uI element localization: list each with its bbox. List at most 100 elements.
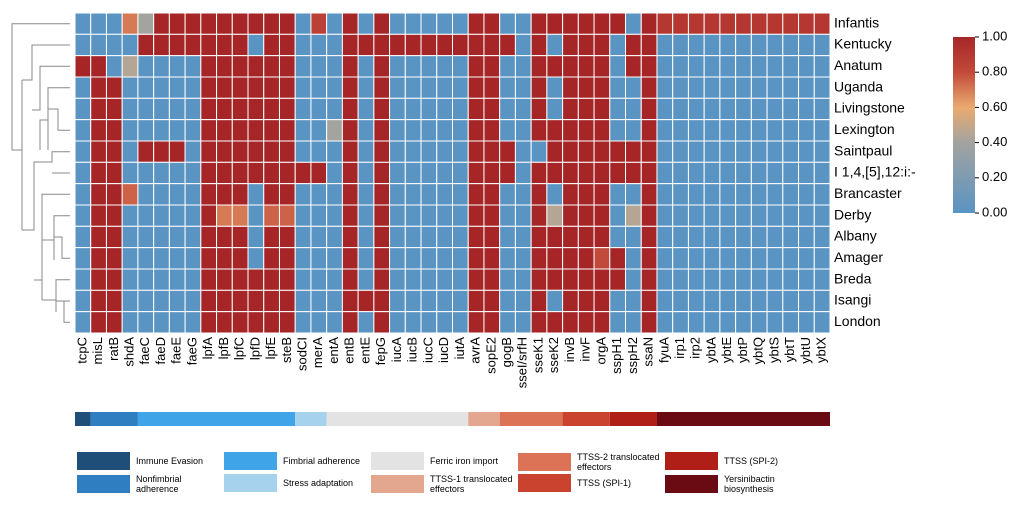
- heatmap-cell: [341, 204, 359, 227]
- heatmap-cell: [452, 33, 469, 57]
- heatmap-cell: [278, 33, 296, 57]
- column-label: faeD: [153, 337, 168, 364]
- heatmap-cell: [184, 33, 202, 57]
- heatmap-cell: [750, 161, 768, 185]
- heatmap-cell: [389, 247, 406, 270]
- row-label: Anatum: [834, 57, 882, 73]
- heatmap-cell: [546, 97, 564, 121]
- heatmap-cell: [672, 183, 689, 206]
- heatmap-cell: [404, 140, 422, 163]
- heatmap-cell: [168, 97, 186, 121]
- heatmap-cell: [216, 289, 233, 313]
- heatmap-cell: [703, 76, 721, 99]
- heatmap-cell: [640, 12, 658, 35]
- column-label: ybtT: [782, 337, 797, 362]
- heatmap-cell: [389, 183, 406, 206]
- group-bar: [326, 412, 469, 426]
- heatmap-cell: [813, 268, 831, 291]
- heatmap-cell: [640, 140, 658, 163]
- heatmap-cell: [703, 183, 721, 206]
- heatmap-cell: [577, 268, 595, 291]
- heatmap-cell: [404, 247, 422, 270]
- heatmap-cell: [121, 247, 139, 270]
- row-label: Infantis: [834, 14, 879, 30]
- heatmap-cell: [719, 204, 737, 227]
- heatmap-cell: [735, 119, 752, 142]
- heatmap-cell: [750, 268, 768, 291]
- heatmap-cell: [105, 225, 123, 249]
- column-label: entE: [357, 337, 372, 364]
- heatmap-cell: [530, 33, 548, 57]
- column-label: fyuA: [656, 337, 671, 363]
- heatmap-cell: [153, 119, 170, 142]
- heatmap-cell: [593, 268, 611, 291]
- heatmap-cell: [452, 247, 469, 270]
- heatmap-cell: [105, 55, 123, 78]
- heatmap-cell: [404, 97, 422, 121]
- heatmap-cell: [168, 119, 186, 142]
- heatmap-cell: [436, 76, 454, 99]
- heatmap-cell: [231, 204, 249, 227]
- heatmap-cell: [735, 140, 752, 163]
- heatmap-cell: [593, 247, 611, 270]
- heatmap-cell: [719, 225, 737, 249]
- heatmap-cell: [184, 119, 202, 142]
- heatmap-cell: [310, 12, 328, 35]
- heatmap-cell: [672, 247, 689, 270]
- heatmap-cell: [105, 289, 123, 313]
- heatmap-cell: [687, 140, 705, 163]
- heatmap-cell: [640, 225, 658, 249]
- heatmap-cell: [90, 311, 107, 334]
- heatmap-cell: [483, 33, 501, 57]
- heatmap-cell: [74, 55, 92, 78]
- heatmap-cell: [672, 289, 689, 313]
- column-label: iucC: [420, 337, 435, 363]
- heatmap-cell: [813, 183, 831, 206]
- heatmap-cell: [593, 225, 611, 249]
- heatmap-cell: [609, 55, 627, 78]
- legend-label: Ferric iron import: [430, 456, 499, 466]
- heatmap-cell: [216, 161, 233, 185]
- heatmap-cell: [74, 12, 92, 35]
- heatmap-cell: [404, 12, 422, 35]
- heatmap-cell: [231, 268, 249, 291]
- heatmap-cell: [577, 12, 595, 35]
- heatmap-cell: [766, 225, 784, 249]
- heatmap-cell: [263, 268, 280, 291]
- heatmap-cell: [530, 97, 548, 121]
- heatmap-cell: [735, 204, 752, 227]
- heatmap-cell: [530, 12, 548, 35]
- heatmap-cell: [514, 76, 532, 99]
- heatmap-cell: [483, 247, 501, 270]
- heatmap-cell: [735, 247, 752, 270]
- heatmap-cell: [137, 311, 155, 334]
- heatmap-cell: [735, 12, 752, 35]
- heatmap-cell: [656, 161, 674, 185]
- heatmap-cell: [357, 140, 375, 163]
- heatmap-cell: [514, 97, 532, 121]
- heatmap-cell: [216, 76, 233, 99]
- heatmap-cell: [609, 12, 627, 35]
- heatmap-cell: [798, 225, 815, 249]
- heatmap-cell: [577, 204, 595, 227]
- heatmap-cell: [798, 204, 815, 227]
- heatmap-cell: [310, 161, 328, 185]
- heatmap-cell: [483, 311, 501, 334]
- dendro-branch: [22, 44, 70, 150]
- heatmap-cell: [278, 97, 296, 121]
- heatmap-cell: [74, 289, 92, 313]
- heatmap-cell: [121, 289, 139, 313]
- heatmap-cell: [184, 55, 202, 78]
- heatmap-cell: [105, 161, 123, 185]
- heatmap-cell: [153, 247, 170, 270]
- heatmap-cell: [153, 76, 170, 99]
- heatmap-cell: [278, 55, 296, 78]
- heatmap-cell: [326, 12, 343, 35]
- heatmap-cell: [231, 161, 249, 185]
- column-label: invB: [562, 337, 577, 362]
- heatmap-cell: [609, 183, 627, 206]
- heatmap-cell: [294, 119, 312, 142]
- heatmap-cell: [357, 97, 375, 121]
- heatmap-cell: [703, 268, 721, 291]
- heatmap-cell: [593, 119, 611, 142]
